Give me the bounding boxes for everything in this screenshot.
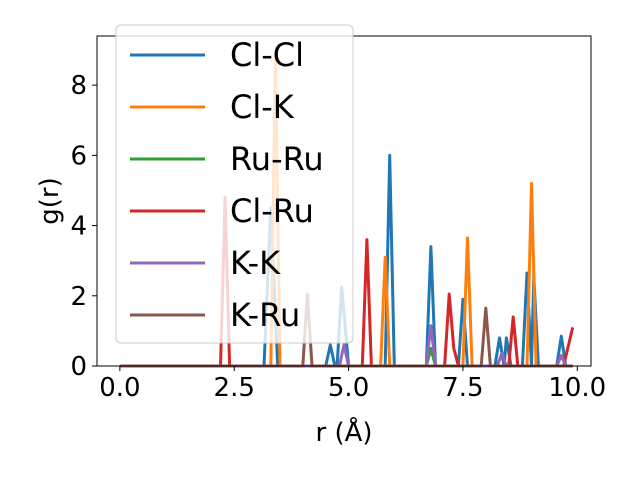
- x-axis-label: r (Å): [315, 416, 372, 448]
- x-tick-label: 7.5: [442, 373, 483, 403]
- legend-label: Cl-Cl: [230, 36, 304, 74]
- legend-label: Cl-K: [230, 88, 295, 126]
- legend-label: Ru-Ru: [230, 140, 324, 178]
- y-axis-label: g(r): [35, 177, 65, 224]
- y-tick-label: 0: [70, 352, 87, 382]
- y-tick-label: 8: [70, 71, 87, 101]
- y-axis: 0 2 4 6 8: [70, 71, 97, 382]
- y-tick-label: 4: [70, 212, 87, 242]
- x-tick-label: 5.0: [328, 373, 369, 403]
- legend: Cl-Cl Cl-K Ru-Ru Cl-Ru K-K K-Ru: [115, 24, 354, 344]
- legend-label: K-K: [230, 244, 281, 282]
- x-tick-label: 0.0: [99, 373, 140, 403]
- x-tick-label: 10.0: [548, 373, 606, 403]
- y-tick-label: 2: [70, 282, 87, 312]
- legend-label: Cl-Ru: [230, 192, 314, 230]
- y-tick-label: 6: [70, 141, 87, 171]
- x-tick-label: 2.5: [214, 373, 255, 403]
- legend-label: K-Ru: [230, 296, 300, 334]
- x-axis: 0.0 2.5 5.0 7.5 10.0: [99, 366, 606, 403]
